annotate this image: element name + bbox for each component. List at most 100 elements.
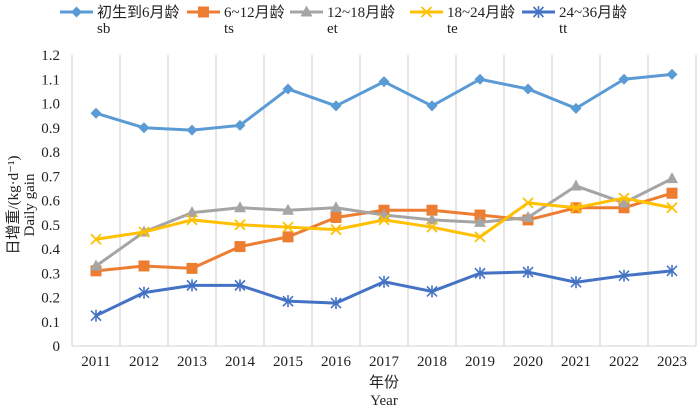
data-point: [522, 266, 534, 279]
data-point: [570, 179, 582, 191]
x-tick-label: 2012: [129, 354, 159, 370]
series-group: [90, 68, 678, 322]
x-axis-title-en: Year: [370, 393, 398, 409]
data-point: [378, 214, 390, 226]
legend-code: ts: [224, 21, 234, 37]
data-point: [282, 295, 294, 308]
data-point: [618, 196, 630, 208]
data-point: [282, 83, 294, 95]
data-point: [618, 73, 630, 85]
data-point: [234, 201, 246, 213]
series-tt: [90, 264, 678, 322]
legend-label: 12~18月龄: [327, 4, 395, 21]
data-point: [666, 187, 678, 199]
data-point: [90, 309, 102, 322]
y-tick-label: 0.3: [41, 266, 60, 282]
x-tick-label: 2013: [177, 354, 207, 370]
legend-code: sb: [97, 21, 110, 37]
data-point: [330, 100, 342, 112]
y-tick-label: 0.7: [41, 169, 60, 185]
data-point: [90, 265, 102, 277]
data-point: [426, 221, 438, 233]
data-point: [426, 213, 438, 225]
x-tick-label: 2014: [225, 354, 256, 370]
data-point: [330, 201, 342, 213]
legend-label: 初生到6月龄: [97, 4, 180, 21]
y-tick-label: 0.1: [41, 315, 60, 331]
data-point: [138, 260, 150, 272]
data-point: [300, 5, 313, 17]
data-point: [71, 6, 82, 18]
y-axis: 0 0.1 0.2 0.3 0.4 0.5 0.6 0.7 0.8 0.9 1.0 1.1 1.2: [41, 48, 60, 355]
data-point: [522, 210, 534, 222]
x-tick-label: 2016: [321, 354, 352, 370]
data-point: [234, 279, 246, 292]
data-point: [618, 192, 630, 204]
data-point: [378, 275, 390, 288]
data-point: [426, 204, 438, 216]
y-tick-label: 0.6: [41, 194, 60, 210]
gridlines: [71, 55, 697, 347]
data-point: [666, 264, 678, 277]
legend-label: 18~24月龄: [447, 4, 515, 21]
data-point: [522, 197, 534, 209]
data-point: [570, 102, 582, 114]
data-point: [666, 68, 678, 80]
y-tick-label: 0.9: [41, 121, 60, 137]
y-tick-label: 0.8: [41, 145, 60, 161]
data-point: [474, 209, 486, 221]
x-axis: 2011 2012 2013 2014 2015 2016 2017 2018 2019 2020…: [81, 354, 687, 370]
x-tick-label: 2020: [513, 354, 543, 370]
legend: 初生到6月龄sb6~12月龄ts12~18月龄et18~24月龄te24~36月…: [60, 4, 627, 37]
y-tick-label: 1.2: [41, 48, 60, 64]
data-point: [474, 215, 486, 227]
data-point: [618, 269, 630, 282]
series-te: [90, 192, 678, 245]
data-point: [532, 6, 545, 18]
data-point: [570, 202, 582, 214]
legend-code: te: [447, 21, 458, 37]
y-tick-label: 0.2: [41, 291, 60, 307]
data-point: [330, 297, 342, 310]
data-point: [186, 279, 198, 292]
data-point: [90, 259, 102, 271]
data-point: [198, 6, 209, 18]
x-tick-label: 2018: [417, 354, 447, 370]
y-tick-label: 1.1: [41, 72, 60, 88]
data-point: [138, 286, 150, 299]
data-point: [234, 119, 246, 131]
y-tick-label: 0: [53, 339, 61, 355]
data-point: [426, 285, 438, 298]
data-point: [426, 100, 438, 112]
data-point: [186, 124, 198, 136]
data-point: [186, 262, 198, 274]
y-tick-label: 1.0: [41, 97, 60, 113]
data-point: [234, 241, 246, 253]
data-point: [138, 122, 150, 134]
data-point: [666, 202, 678, 214]
x-tick-label: 2022: [609, 354, 639, 370]
data-point: [522, 83, 534, 95]
x-tick-label: 2021: [561, 354, 591, 370]
data-point: [570, 276, 582, 289]
data-point: [378, 76, 390, 88]
data-point: [666, 172, 678, 184]
data-point: [330, 211, 342, 223]
data-point: [90, 107, 102, 119]
y-tick-label: 0.5: [41, 218, 60, 234]
data-point: [474, 267, 486, 280]
data-point: [474, 73, 486, 85]
data-point: [282, 231, 294, 243]
x-axis-title-cn: 年份: [369, 374, 399, 391]
legend-label: 6~12月龄: [224, 4, 285, 21]
series-ts: [90, 187, 678, 277]
data-point: [234, 219, 246, 231]
data-point: [186, 206, 198, 218]
x-tick-label: 2017: [369, 354, 400, 370]
x-tick-label: 2015: [273, 354, 303, 370]
legend-code: et: [327, 21, 339, 37]
